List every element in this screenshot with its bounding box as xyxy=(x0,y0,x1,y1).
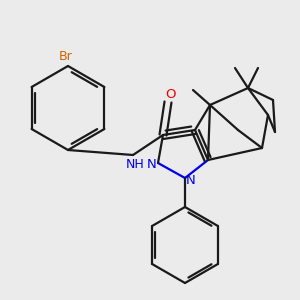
Text: Br: Br xyxy=(59,50,73,62)
Text: N: N xyxy=(186,173,196,187)
Text: NH: NH xyxy=(126,158,144,170)
Text: O: O xyxy=(165,88,175,100)
Text: N: N xyxy=(147,158,157,172)
